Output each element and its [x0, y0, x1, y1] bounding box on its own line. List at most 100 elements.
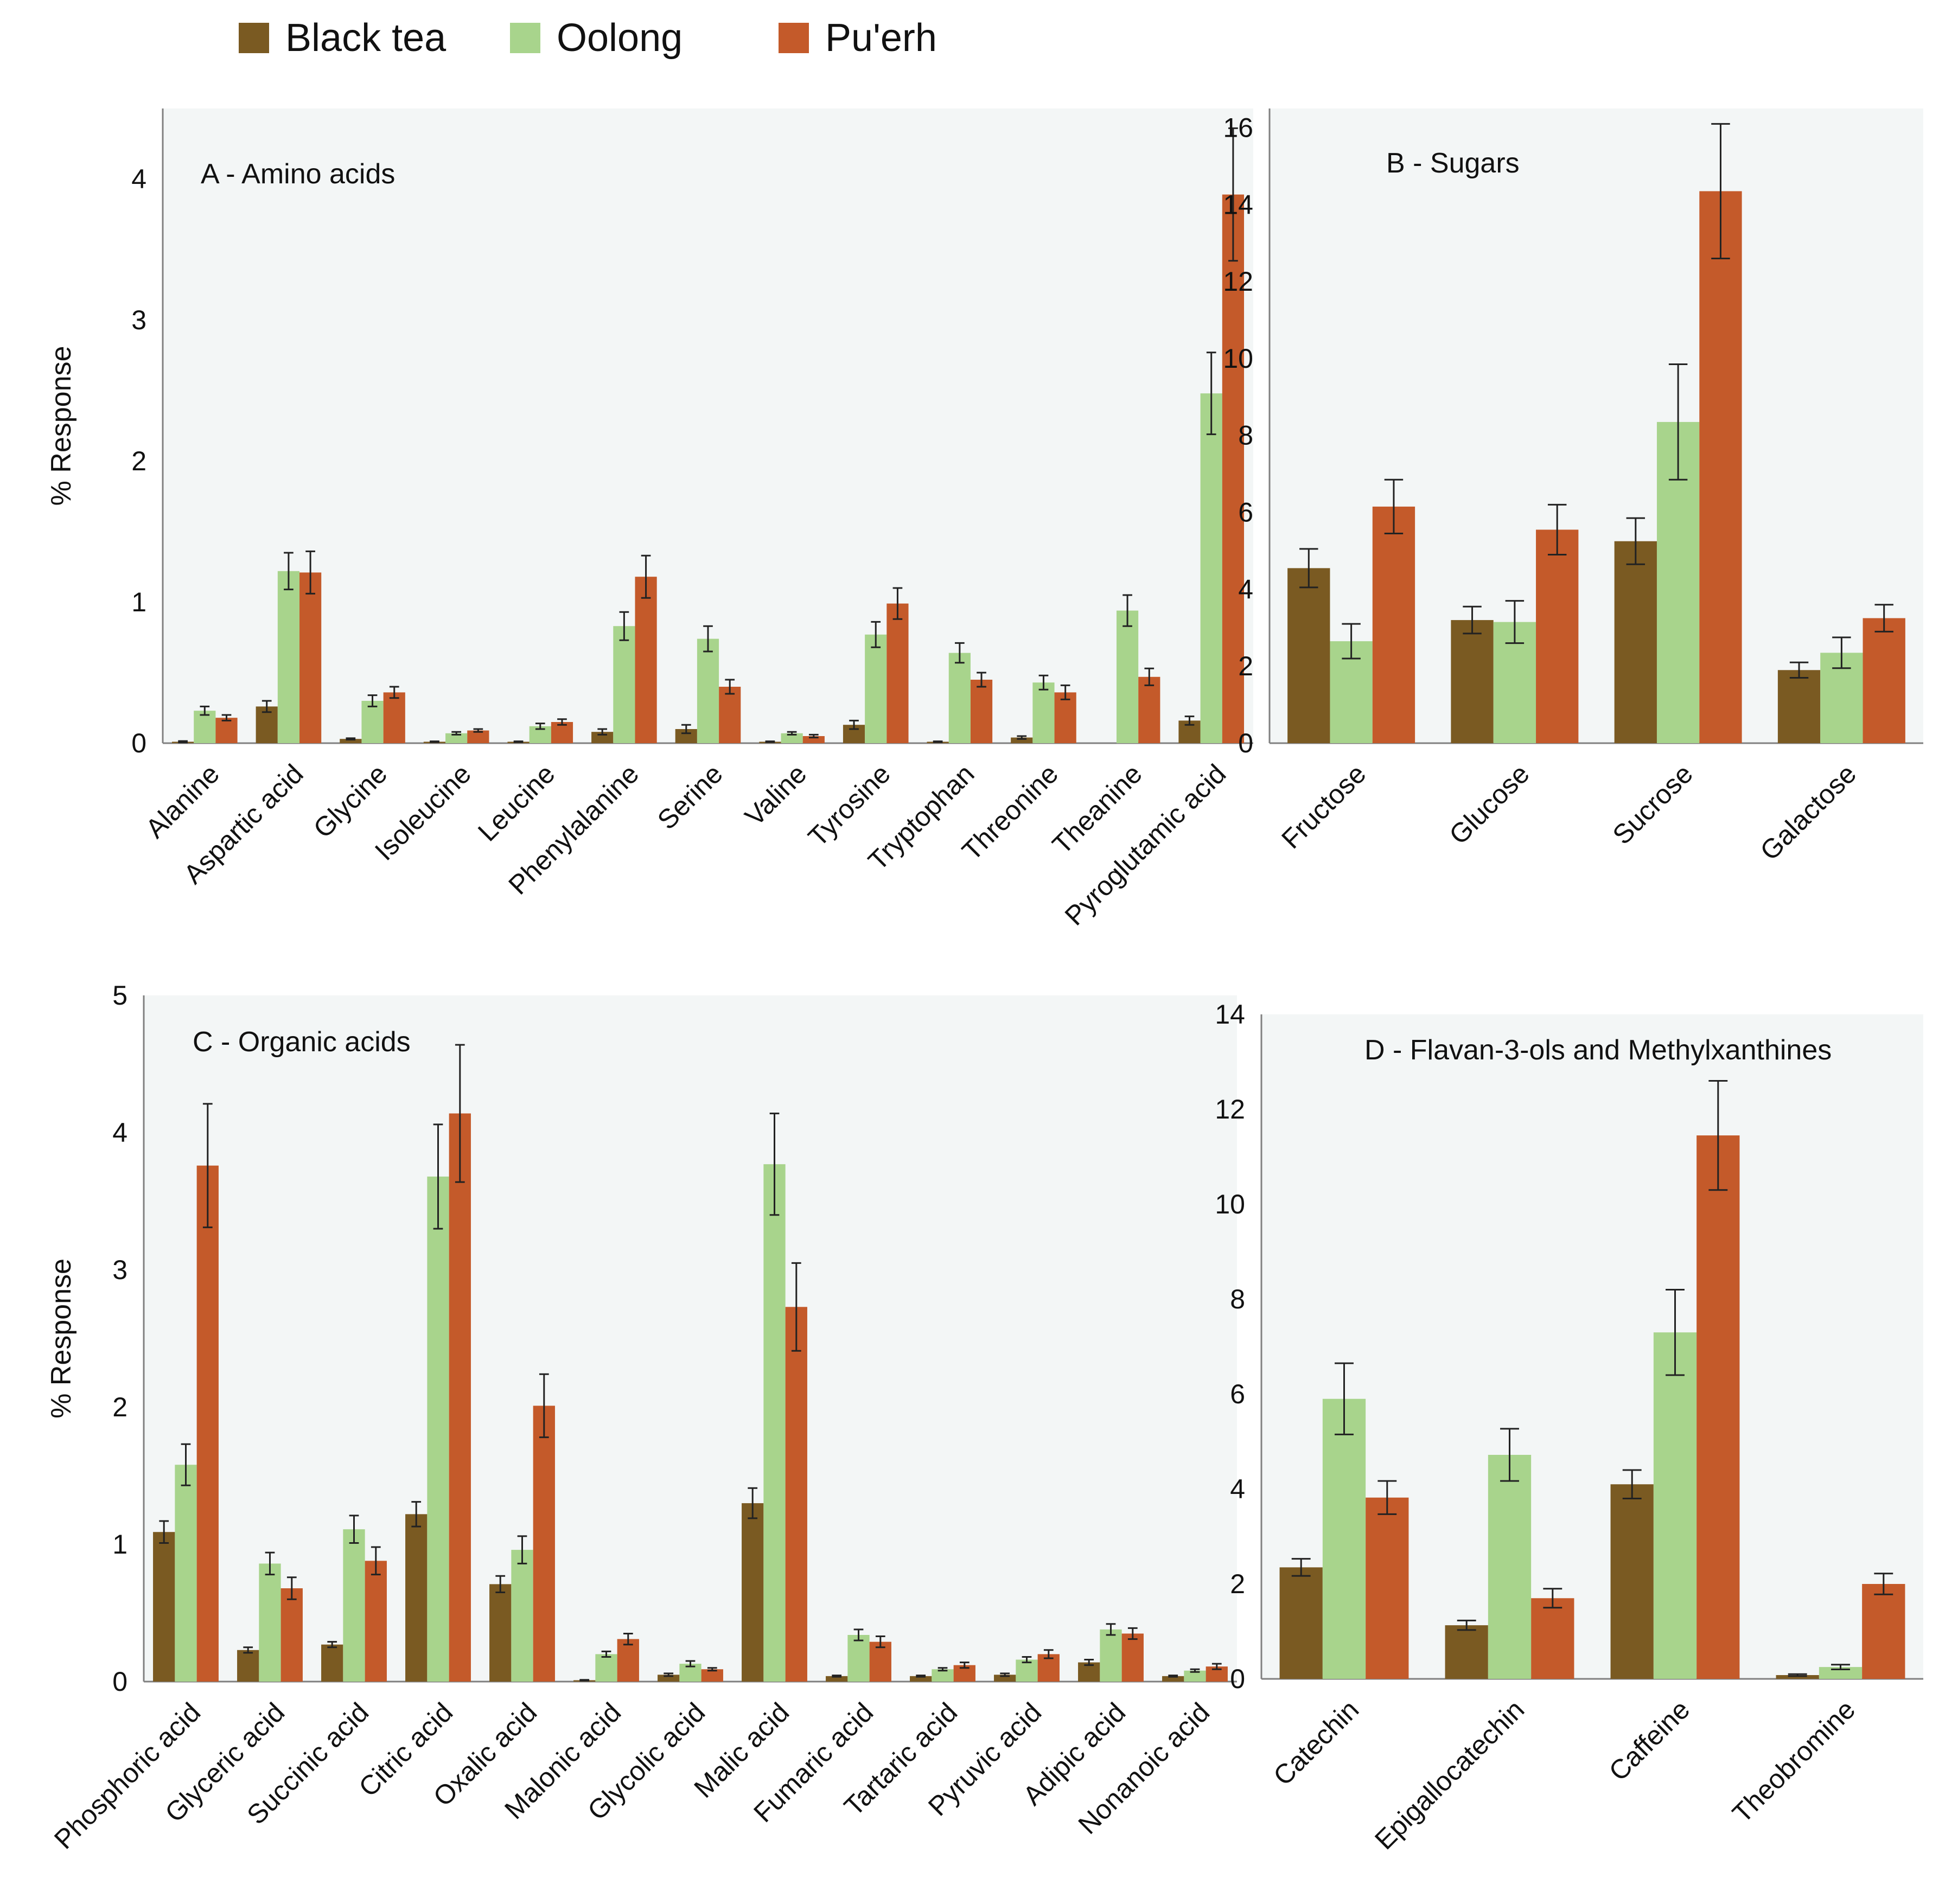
error-bar-a-isoleucine-pu-erh: [473, 728, 483, 733]
bar-d-catechin-oolong: [1322, 1398, 1366, 1679]
error-bar-c-oxalic-acid-oolong: [517, 1535, 527, 1564]
y-axis-title-c: % Response: [46, 1258, 77, 1419]
y-tick-label: 3: [112, 1255, 127, 1285]
error-bar-a-aspartic-acid-pu-erh: [305, 550, 315, 595]
error-bar-a-alanine-oolong: [200, 705, 210, 716]
bar-a-tyrosine-pu-erh: [886, 603, 909, 743]
error-bar-c-tartaric-acid-pu-erh: [959, 1662, 970, 1669]
bar-c-citric-acid-black-tea: [405, 1514, 428, 1682]
error-bar-c-malic-acid-oolong: [769, 1113, 780, 1216]
bar-a-theanine-oolong: [1116, 610, 1139, 743]
category-label-serine: Serine: [652, 758, 729, 835]
error-bar-a-isoleucine-black-tea: [430, 740, 439, 743]
bar-d-catechin-black-tea: [1279, 1567, 1323, 1679]
error-bar-a-isoleucine-oolong: [451, 731, 461, 736]
error-bar-c-citric-acid-pu-erh: [455, 1044, 465, 1183]
error-bar-c-glyceric-acid-oolong: [265, 1551, 275, 1576]
error-bar-c-glycolic-acid-oolong: [685, 1660, 696, 1667]
y-tick-label: 0: [1238, 728, 1253, 758]
bar-a-pyroglutamic-acid-pu-erh: [1222, 194, 1244, 744]
error-bar-b-sucrose-oolong: [1668, 363, 1688, 481]
error-bar-a-alanine-pu-erh: [221, 714, 232, 721]
y-tick-label: 1: [112, 1529, 127, 1560]
error-bar-a-alanine-black-tea: [178, 740, 188, 744]
bar-c-glycolic-acid-pu-erh: [701, 1669, 723, 1682]
error-bar-a-glycine-pu-erh: [389, 686, 399, 699]
error-bar-a-threonine-black-tea: [1017, 735, 1027, 740]
error-bar-b-galactose-oolong: [1832, 636, 1851, 669]
category-label-epigallocatechin: Epigallocatechin: [1369, 1694, 1530, 1855]
bar-c-glyceric-acid-pu-erh: [280, 1588, 303, 1682]
panel-title-d: D - Flavan-3-ols and Methylxanthines: [1364, 1034, 1832, 1066]
bar-b-fructose-pu-erh: [1372, 506, 1415, 743]
error-bar-d-epigallocatechin-oolong: [1500, 1428, 1519, 1482]
error-bar-a-tyrosine-black-tea: [849, 719, 859, 730]
y-tick-label: 14: [1215, 999, 1245, 1030]
legend-label-puerh: Pu'erh: [825, 16, 937, 60]
error-bar-c-malonic-acid-pu-erh: [623, 1632, 633, 1646]
error-bar-c-pyruvic-acid-oolong: [1022, 1656, 1032, 1664]
error-bar-b-sucrose-black-tea: [1626, 517, 1646, 565]
error-bar-a-tryptophan-oolong: [955, 642, 965, 664]
error-bar-a-valine-pu-erh: [808, 733, 819, 739]
error-bar-a-pyroglutamic-acid-pu-erh: [1228, 127, 1238, 262]
bar-c-nonanoic-acid-black-tea: [1162, 1676, 1184, 1682]
bar-a-phenylalanine-black-tea: [591, 732, 614, 743]
bar-b-glucose-pu-erh: [1536, 529, 1579, 743]
category-label-phosphoric-acid: Phosphoric acid: [48, 1697, 206, 1855]
bar-c-phosphoric-acid-oolong: [175, 1465, 197, 1682]
error-bar-d-catechin-pu-erh: [1377, 1480, 1397, 1515]
y-tick-label: 2: [1230, 1569, 1245, 1599]
bar-b-galactose-black-tea: [1777, 670, 1821, 743]
bar-d-theobromine-pu-erh: [1862, 1584, 1905, 1679]
error-bar-b-glucose-black-tea: [1463, 605, 1482, 635]
error-bar-a-tryptophan-pu-erh: [977, 672, 986, 688]
error-bar-d-catechin-oolong: [1335, 1362, 1354, 1435]
error-bar-c-glyceric-acid-black-tea: [243, 1646, 253, 1654]
error-bar-d-theobromine-pu-erh: [1874, 1573, 1893, 1595]
y-tick-label: 12: [1223, 266, 1253, 297]
error-bar-c-malic-acid-pu-erh: [791, 1262, 801, 1352]
error-bar-a-pyroglutamic-acid-black-tea: [1184, 715, 1195, 726]
bar-c-succinic-acid-black-tea: [321, 1644, 343, 1682]
error-bar-a-valine-oolong: [787, 731, 797, 736]
bar-d-caffeine-black-tea: [1610, 1484, 1654, 1679]
legend-item-oolong: Oolong: [510, 11, 683, 65]
error-bar-b-fructose-pu-erh: [1384, 478, 1404, 535]
legend: Black tea Oolong Pu'erh: [239, 11, 1215, 65]
error-bar-d-epigallocatechin-pu-erh: [1543, 1588, 1562, 1609]
bar-b-glucose-black-tea: [1451, 620, 1494, 743]
error-bar-a-serine-pu-erh: [725, 679, 735, 695]
bar-a-alanine-oolong: [194, 711, 216, 743]
error-bar-d-theobromine-oolong: [1831, 1664, 1850, 1670]
bar-c-succinic-acid-pu-erh: [365, 1561, 387, 1682]
bar-b-sucrose-black-tea: [1614, 541, 1657, 743]
bar-a-valine-pu-erh: [802, 736, 825, 743]
bar-a-glycine-oolong: [361, 701, 384, 743]
bar-a-threonine-pu-erh: [1054, 692, 1076, 743]
bar-a-phenylalanine-pu-erh: [635, 577, 657, 743]
category-label-fructose: Fructose: [1275, 758, 1372, 854]
error-bar-a-valine-black-tea: [765, 740, 775, 743]
bar-a-tryptophan-pu-erh: [970, 680, 993, 743]
error-bar-a-leucine-oolong: [535, 723, 545, 730]
error-bar-a-phenylalanine-oolong: [619, 611, 629, 641]
error-bar-c-phosphoric-acid-pu-erh: [202, 1103, 213, 1229]
error-bar-a-serine-black-tea: [681, 724, 691, 734]
panel-b: 0 2 4 6 8 10 12 14 16 B - Sugars Fructose Glucose Su…: [1223, 108, 1923, 866]
error-bar-a-glycine-oolong: [367, 694, 378, 707]
bar-b-galactose-pu-erh: [1863, 618, 1905, 743]
bar-b-fructose-black-tea: [1287, 568, 1330, 743]
bar-c-citric-acid-pu-erh: [449, 1113, 471, 1682]
error-bar-a-phenylalanine-pu-erh: [641, 554, 651, 599]
error-bar-c-oxalic-acid-pu-erh: [539, 1373, 549, 1439]
bar-d-epigallocatechin-pu-erh: [1531, 1598, 1574, 1679]
legend-swatch-black-tea: [239, 23, 269, 53]
bar-c-oxalic-acid-pu-erh: [533, 1405, 555, 1682]
bar-a-glycine-pu-erh: [383, 692, 405, 743]
error-bar-b-fructose-black-tea: [1299, 548, 1318, 589]
error-bar-d-catechin-black-tea: [1291, 1558, 1311, 1577]
error-bar-c-tartaric-acid-black-tea: [916, 1675, 926, 1678]
bar-c-malic-acid-black-tea: [742, 1503, 764, 1682]
